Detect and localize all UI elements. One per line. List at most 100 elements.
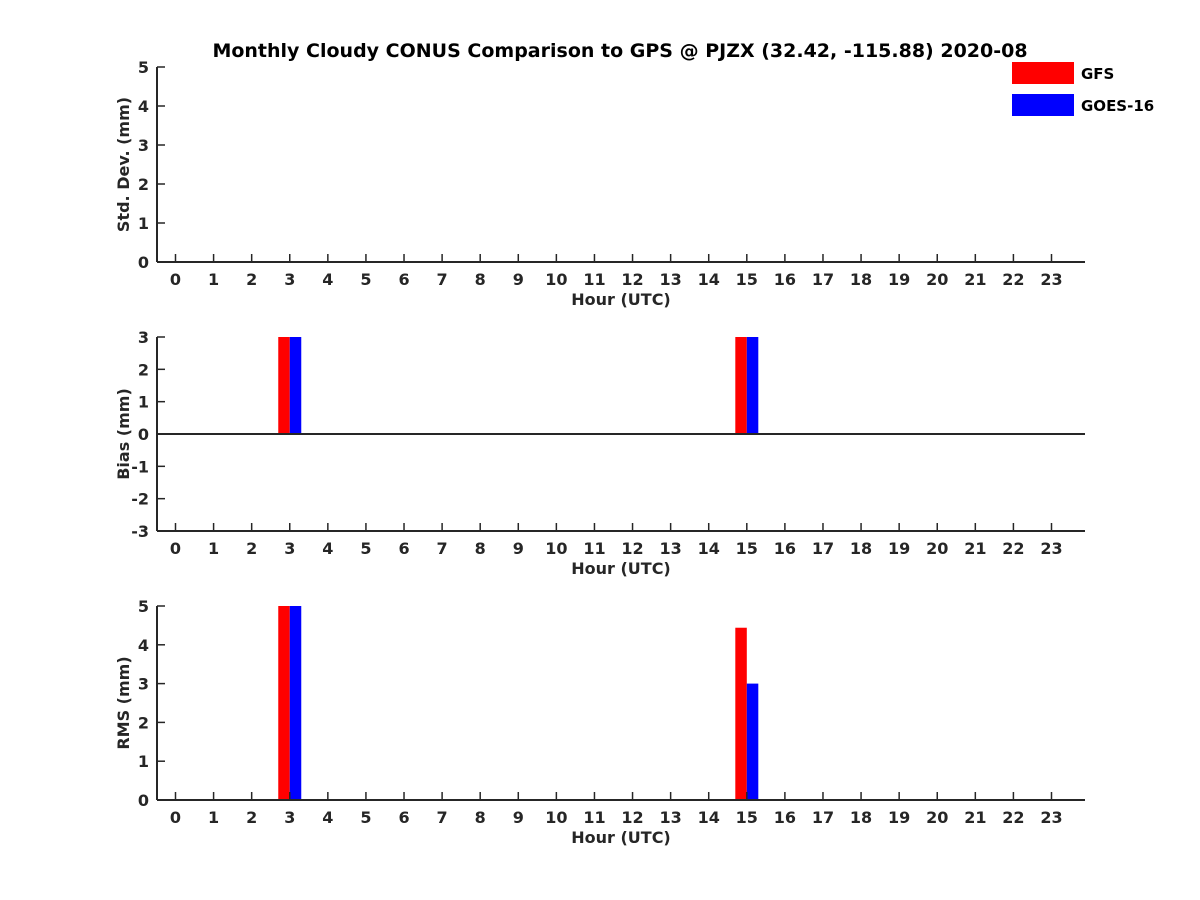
x-axis-label: Hour (UTC) bbox=[571, 290, 671, 309]
y-tick-label: 0 bbox=[138, 425, 149, 444]
x-tick-label: 14 bbox=[698, 539, 720, 558]
x-tick-label: 13 bbox=[659, 539, 681, 558]
y-tick-label: 1 bbox=[138, 393, 149, 412]
y-tick-label: -3 bbox=[131, 522, 149, 541]
x-tick-label: 14 bbox=[698, 270, 720, 289]
bar-goes-16-hour-15 bbox=[746, 683, 759, 800]
x-tick-label: 8 bbox=[475, 808, 486, 827]
x-tick-label: 19 bbox=[888, 808, 910, 827]
x-tick-label: 3 bbox=[284, 808, 295, 827]
y-tick-label: 4 bbox=[138, 97, 149, 116]
x-tick-label: 1 bbox=[208, 539, 219, 558]
x-tick-label: 18 bbox=[850, 539, 872, 558]
x-tick-label: 3 bbox=[284, 270, 295, 289]
x-tick-label: 10 bbox=[545, 539, 567, 558]
bar-gfs-hour-15 bbox=[735, 337, 747, 434]
x-tick-label: 17 bbox=[812, 270, 834, 289]
x-tick-label: 2 bbox=[246, 808, 257, 827]
x-tick-label: 9 bbox=[513, 539, 524, 558]
x-tick-label: 23 bbox=[1040, 808, 1062, 827]
x-tick-label: 21 bbox=[964, 270, 986, 289]
x-tick-label: 12 bbox=[621, 539, 643, 558]
legend-label: GFS bbox=[1081, 65, 1114, 83]
x-tick-label: 17 bbox=[812, 808, 834, 827]
x-tick-label: 13 bbox=[659, 808, 681, 827]
bar-gfs-hour-15 bbox=[735, 627, 747, 800]
x-tick-label: 20 bbox=[926, 808, 948, 827]
x-tick-label: 3 bbox=[284, 539, 295, 558]
x-tick-label: 5 bbox=[360, 270, 371, 289]
x-tick-label: 22 bbox=[1002, 539, 1024, 558]
legend-label: GOES-16 bbox=[1081, 97, 1154, 115]
x-tick-label: 2 bbox=[246, 539, 257, 558]
x-tick-label: 4 bbox=[322, 539, 333, 558]
x-tick-label: 6 bbox=[398, 808, 409, 827]
legend: GFS GOES-16 bbox=[1012, 62, 1154, 116]
y-axis-label: Std. Dev. (mm) bbox=[114, 97, 133, 232]
x-tick-label: 12 bbox=[621, 808, 643, 827]
y-tick-label: 0 bbox=[138, 791, 149, 810]
x-tick-label: 21 bbox=[964, 808, 986, 827]
y-tick-label: 5 bbox=[138, 597, 149, 616]
x-tick-label: 4 bbox=[322, 808, 333, 827]
x-tick-label: 23 bbox=[1040, 270, 1062, 289]
x-tick-label: 7 bbox=[437, 808, 448, 827]
bar-goes-16-hour-15 bbox=[746, 337, 759, 434]
x-tick-label: 20 bbox=[926, 539, 948, 558]
x-tick-label: 12 bbox=[621, 270, 643, 289]
y-tick-label: 3 bbox=[138, 328, 149, 347]
x-tick-label: 5 bbox=[360, 539, 371, 558]
x-tick-label: 21 bbox=[964, 539, 986, 558]
x-tick-label: 2 bbox=[246, 270, 257, 289]
x-tick-label: 22 bbox=[1002, 808, 1024, 827]
y-tick-label: 0 bbox=[138, 253, 149, 272]
x-tick-label: 23 bbox=[1040, 539, 1062, 558]
y-tick-label: 3 bbox=[138, 136, 149, 155]
x-tick-label: 13 bbox=[659, 270, 681, 289]
y-tick-label: 1 bbox=[138, 214, 149, 233]
x-tick-label: 16 bbox=[774, 808, 796, 827]
x-tick-label: 10 bbox=[545, 808, 567, 827]
x-tick-label: 11 bbox=[583, 539, 605, 558]
y-tick-label: 4 bbox=[138, 636, 149, 655]
x-tick-label: 11 bbox=[583, 270, 605, 289]
x-tick-label: 19 bbox=[888, 270, 910, 289]
bar-gfs-hour-3 bbox=[278, 337, 290, 434]
x-tick-label: 8 bbox=[475, 270, 486, 289]
bar-gfs-hour-3 bbox=[278, 606, 290, 800]
y-tick-label: 1 bbox=[138, 752, 149, 771]
x-tick-label: 1 bbox=[208, 808, 219, 827]
x-axis-label: Hour (UTC) bbox=[571, 828, 671, 847]
x-tick-label: 10 bbox=[545, 270, 567, 289]
x-axis-label: Hour (UTC) bbox=[571, 559, 671, 578]
x-tick-label: 7 bbox=[437, 270, 448, 289]
y-tick-label: -2 bbox=[131, 490, 149, 509]
y-axis-label: RMS (mm) bbox=[114, 656, 133, 749]
x-tick-label: 4 bbox=[322, 270, 333, 289]
x-tick-label: 18 bbox=[850, 270, 872, 289]
y-tick-label: 2 bbox=[138, 360, 149, 379]
x-tick-label: 6 bbox=[398, 270, 409, 289]
x-tick-label: 8 bbox=[475, 539, 486, 558]
x-tick-label: 5 bbox=[360, 808, 371, 827]
x-tick-label: 9 bbox=[513, 808, 524, 827]
x-tick-label: 16 bbox=[774, 270, 796, 289]
x-tick-label: 16 bbox=[774, 539, 796, 558]
x-tick-label: 20 bbox=[926, 270, 948, 289]
y-tick-label: 3 bbox=[138, 675, 149, 694]
x-tick-label: 1 bbox=[208, 270, 219, 289]
x-tick-label: 15 bbox=[736, 539, 758, 558]
x-tick-label: 17 bbox=[812, 539, 834, 558]
legend-swatch-gfs bbox=[1012, 62, 1074, 84]
bar-goes-16-hour-3 bbox=[289, 337, 302, 434]
x-tick-label: 0 bbox=[170, 270, 181, 289]
y-tick-label: 2 bbox=[138, 713, 149, 732]
legend-swatch-goes-16 bbox=[1012, 94, 1074, 116]
x-tick-label: 6 bbox=[398, 539, 409, 558]
x-tick-label: 22 bbox=[1002, 270, 1024, 289]
